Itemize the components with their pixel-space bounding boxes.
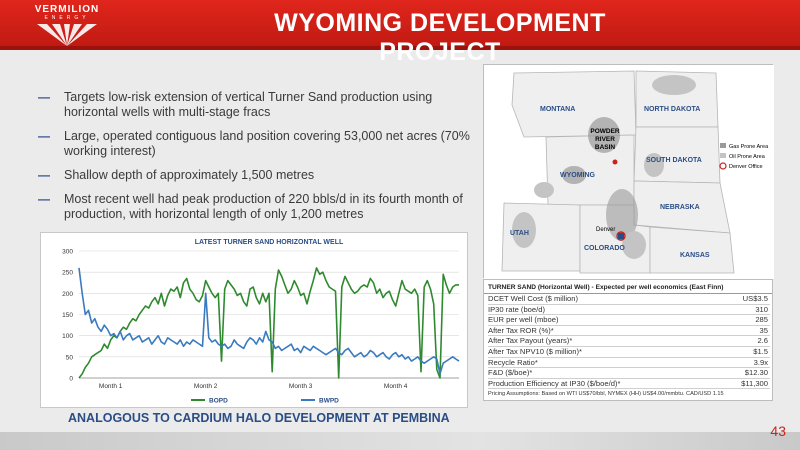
vermilion-logo: VERMILION ENERGY <box>22 4 112 46</box>
bullet-list: — Targets low-risk extension of vertical … <box>38 90 478 231</box>
row-value: $1.5 <box>719 346 770 358</box>
economics-table: TURNER SAND (Horizontal Well) - Expected… <box>483 279 773 401</box>
table-row: F&D ($/boe)* $12.30 <box>488 367 770 379</box>
dash-icon: — <box>38 168 50 182</box>
row-value: 3.9x <box>719 357 770 369</box>
logo-fan-icon <box>37 24 97 46</box>
legend-swatch-oil <box>720 153 726 158</box>
x-tick-label: Month 1 <box>99 383 123 390</box>
map-label-wyoming: WYOMING <box>560 172 596 179</box>
page-number: 43 <box>770 423 786 439</box>
map-label-montana: MONTANA <box>540 106 575 113</box>
legend-oil: Oil Prone Area <box>729 154 766 160</box>
table-row: After Tax ROR (%)* 35 <box>488 325 770 337</box>
bullet-item: — Large, operated contiguous land positio… <box>38 129 478 159</box>
logo-subtext: ENERGY <box>44 15 90 21</box>
row-label: EUR per well (mboe) <box>488 314 720 326</box>
legend-label: BWPD <box>319 398 339 405</box>
bottom-bar <box>0 432 800 450</box>
south-dakota-shape <box>633 126 721 184</box>
row-label: Recycle Ratio* <box>488 357 720 369</box>
row-label: Production Efficiency at IP30 ($/boe/d)* <box>488 378 720 390</box>
bullet-item: — Shallow depth of approximately 1,500 me… <box>38 168 478 183</box>
row-label: After Tax NPV10 ($ million)* <box>488 346 720 358</box>
map-svg: MONTANA NORTH DAKOTA SOUTH DAKOTA WYOMIN… <box>484 65 774 279</box>
map-label-kansas: KANSAS <box>680 252 710 259</box>
table-row: After Tax Payout (years)* 2.6 <box>488 335 770 347</box>
footer-caption: ANALOGOUS TO CARDIUM HALO DEVELOPMENT AT… <box>68 411 450 425</box>
basin-label-line-1: POWDER <box>590 128 620 135</box>
y-tick-label: 0 <box>69 376 73 383</box>
table-row: DCET Well Cost ($ million) US$3.5 <box>488 294 770 305</box>
bullet-item: — Targets low-risk extension of vertical … <box>38 90 478 120</box>
basin-label-line-2: RIVER <box>595 136 615 143</box>
chart-title: LATEST TURNER SAND HORIZONTAL WELL <box>195 239 344 246</box>
series-line-bwpd <box>78 267 460 375</box>
basin-label-line-3: BASIN <box>595 144 616 151</box>
legend-swatch-office <box>719 162 727 170</box>
y-tick-label: 300 <box>62 249 73 256</box>
row-value: 285 <box>719 314 770 326</box>
table-row: Recycle Ratio* 3.9x <box>488 357 770 369</box>
row-label: After Tax Payout (years)* <box>488 335 720 347</box>
table-title: TURNER SAND (Horizontal Well) - Expected… <box>484 280 772 294</box>
location-map: MONTANA NORTH DAKOTA SOUTH DAKOTA WYOMIN… <box>483 64 774 279</box>
row-value: 35 <box>719 325 770 337</box>
chart-svg: LATEST TURNER SAND HORIZONTAL WELL 0 50 100… <box>62 239 460 405</box>
row-value: $12.30 <box>719 367 770 379</box>
map-label-utah: UTAH <box>510 230 529 237</box>
bullet-text: Large, operated contiguous land position… <box>64 129 470 158</box>
legend-office: Denver Office <box>729 164 763 170</box>
legend-label: BOPD <box>209 398 228 405</box>
row-value: 2.6 <box>719 335 770 347</box>
row-label: After Tax ROR (%)* <box>488 325 720 337</box>
row-value: $11,300 <box>719 378 770 390</box>
table-row: EUR per well (mboe) 285 <box>488 314 770 326</box>
map-label-colorado: COLORADO <box>584 245 625 252</box>
table-row: After Tax NPV10 ($ million)* $1.5 <box>488 346 770 358</box>
map-label-north-dakota: NORTH DAKOTA <box>644 106 700 113</box>
page-title: WYOMING DEVELOPMENT PROJECT <box>274 9 606 66</box>
logo-text: VERMILION <box>34 4 100 15</box>
bullet-item: — Most recent well had peak production of… <box>38 192 478 222</box>
kansas-shape <box>649 226 735 274</box>
header-bar: VERMILION ENERGY WYOMING DEVELOPMENT PRO… <box>0 0 800 66</box>
table-row: IP30 rate (boe/d) 310 <box>488 304 770 316</box>
legend-gas: Gas Prone Area <box>729 144 769 150</box>
y-tick-label: 100 <box>62 333 73 340</box>
map-label-nebraska: NEBRASKA <box>660 204 700 211</box>
series-line-bopd <box>78 267 459 379</box>
legend-swatch-gas <box>720 143 726 148</box>
row-label: DCET Well Cost ($ million) <box>488 294 720 305</box>
map-label-south-dakota: SOUTH DAKOTA <box>646 157 702 164</box>
table-row: Production Efficiency at IP30 ($/boe/d)*… <box>488 378 770 390</box>
x-tick-label: Month 4 <box>384 383 408 390</box>
bullet-text: Shallow depth of approximately 1,500 met… <box>64 168 315 182</box>
y-tick-label: 50 <box>66 354 74 361</box>
y-tick-label: 150 <box>62 312 73 319</box>
row-value: US$3.5 <box>719 294 770 305</box>
economics-rows: DCET Well Cost ($ million) US$3.5 IP30 ra… <box>488 294 770 390</box>
row-value: 310 <box>719 304 770 316</box>
bullet-text: Most recent well had peak production of … <box>64 192 463 221</box>
production-chart: LATEST TURNER SAND HORIZONTAL WELL 0 50 100… <box>40 232 468 408</box>
x-tick-label: Month 2 <box>194 383 218 390</box>
dash-icon: — <box>38 192 50 206</box>
pricing-assumptions: Pricing Assumptions: Based on WTI US$70/… <box>488 391 724 398</box>
city-label-denver: Denver <box>596 227 615 233</box>
y-tick-label: 200 <box>62 291 73 298</box>
y-tick-label: 250 <box>62 270 73 277</box>
row-label: F&D ($/boe)* <box>488 367 720 379</box>
dash-icon: — <box>38 90 50 104</box>
row-label: IP30 rate (boe/d) <box>488 304 720 316</box>
x-tick-label: Month 3 <box>289 383 313 390</box>
dash-icon: — <box>38 129 50 143</box>
bullet-text: Targets low-risk extension of vertical T… <box>64 90 433 119</box>
